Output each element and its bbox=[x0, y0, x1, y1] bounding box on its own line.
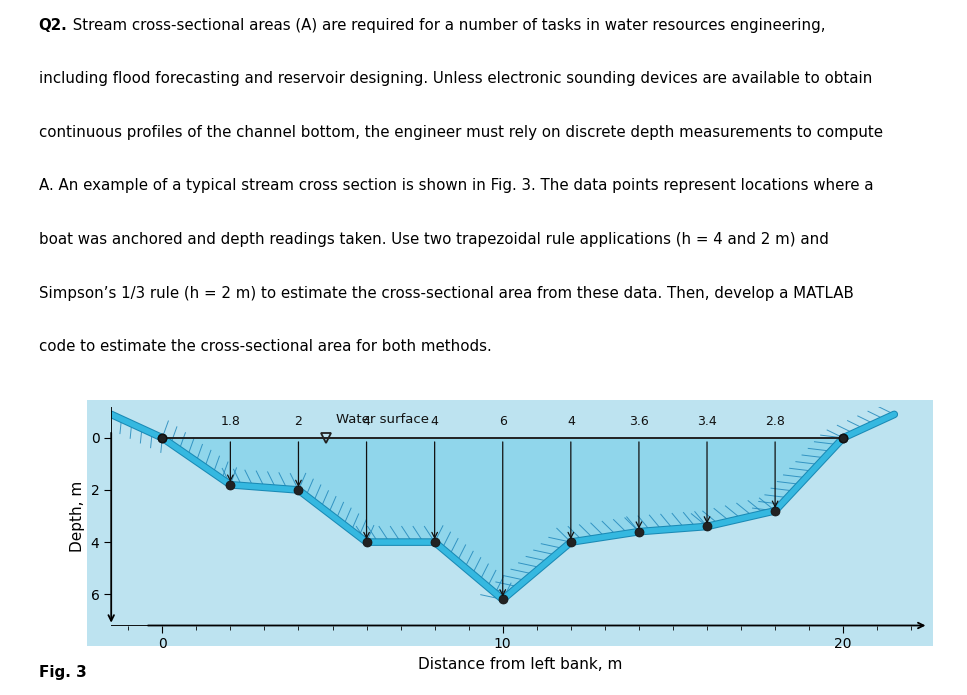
Text: 3.4: 3.4 bbox=[697, 415, 717, 428]
Text: 2: 2 bbox=[295, 415, 303, 428]
Text: 2.8: 2.8 bbox=[765, 415, 785, 428]
Text: 6: 6 bbox=[499, 415, 507, 428]
Text: 4: 4 bbox=[430, 415, 439, 428]
Text: Water surface: Water surface bbox=[336, 413, 429, 426]
Text: continuous profiles of the channel bottom, the engineer must rely on discrete de: continuous profiles of the channel botto… bbox=[39, 125, 883, 140]
Text: A. An example of a typical stream cross section is shown in Fig. 3. The data poi: A. An example of a typical stream cross … bbox=[39, 179, 873, 193]
Text: Simpson’s 1/3 rule (h = 2 m) to estimate the cross-sectional area from these dat: Simpson’s 1/3 rule (h = 2 m) to estimate… bbox=[39, 286, 854, 301]
Text: including flood forecasting and reservoir designing. Unless electronic sounding : including flood forecasting and reservoi… bbox=[39, 72, 872, 86]
Text: boat was anchored and depth readings taken. Use two trapezoidal rule application: boat was anchored and depth readings tak… bbox=[39, 232, 829, 247]
Text: code to estimate the cross-sectional area for both methods.: code to estimate the cross-sectional are… bbox=[39, 339, 491, 354]
Text: 1.8: 1.8 bbox=[220, 415, 241, 428]
Text: Fig. 3: Fig. 3 bbox=[39, 664, 86, 680]
Text: 4: 4 bbox=[363, 415, 370, 428]
Polygon shape bbox=[162, 438, 843, 599]
X-axis label: Distance from left bank, m: Distance from left bank, m bbox=[418, 657, 622, 672]
Y-axis label: Depth, m: Depth, m bbox=[70, 480, 85, 552]
Text: Stream cross-sectional areas (A) are required for a number of tasks in water res: Stream cross-sectional areas (A) are req… bbox=[68, 17, 825, 33]
Text: 4: 4 bbox=[567, 415, 574, 428]
Text: Q2.: Q2. bbox=[39, 17, 68, 33]
Text: 3.6: 3.6 bbox=[630, 415, 649, 428]
